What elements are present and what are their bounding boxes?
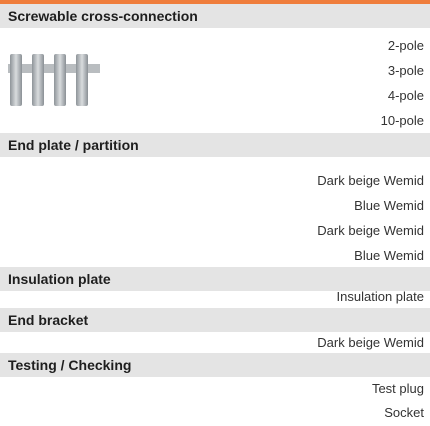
pins [10,54,88,106]
item-label: 3-pole [387,63,424,78]
item-label: 4-pole [387,88,424,103]
item-label: Blue Wemid [354,198,424,213]
section-header: End plate / partition [0,133,430,157]
cross-connection-image [8,54,100,106]
section-header: End bracket [0,308,430,332]
item-label: Dark beige Wemid [317,223,424,238]
section-header: Testing / Checking [0,353,430,377]
item-label: Dark beige Wemid [317,173,424,188]
item-label: Blue Wemid [354,248,424,263]
item-label: 10-pole [380,113,424,128]
section-header: Screwable cross-connection [0,4,430,28]
section-header: Insulation plate [0,267,430,291]
item-label: Socket [384,405,424,420]
item-label: Insulation plate [336,289,424,304]
item-label: Dark beige Wemid [317,335,424,350]
accent-bar [0,0,430,4]
item-label: 2-pole [387,38,424,53]
item-label: Test plug [371,381,424,396]
